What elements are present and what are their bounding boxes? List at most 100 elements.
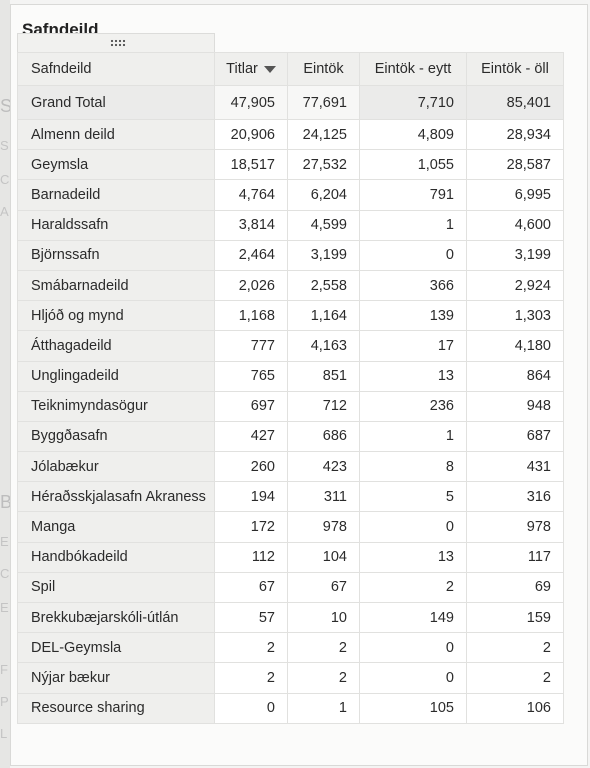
cell-titlar: 112: [214, 541, 288, 573]
cell-eintok-eytt: 17: [359, 330, 467, 362]
cell-eintok-eytt: 0: [359, 662, 467, 694]
grand-total-row[interactable]: Grand Total 47,905 77,691 7,710 85,401: [17, 85, 564, 120]
row-label: Átthagadeild: [17, 330, 215, 362]
row-label: Barnadeild: [17, 179, 215, 211]
header-row: Safndeild Titlar Eintök Eintök - eytt Ei…: [17, 52, 564, 86]
table-row[interactable]: Brekkubæjarskóli-útlán 57 10 149 159: [17, 601, 564, 634]
cell-eintok: 978: [287, 511, 360, 543]
row-label: DEL-Geymsla: [17, 632, 215, 664]
background-letter: L: [0, 726, 8, 741]
table-row[interactable]: Almenn deild 20,906 24,125 4,809 28,934: [17, 118, 564, 151]
background-letter: C: [0, 566, 10, 581]
cell-eintok-eytt: 8: [359, 451, 467, 483]
pivot-table-panel: Safndeild Safndeild Titlar Eintök: [10, 4, 588, 766]
cell-titlar: 427: [214, 420, 288, 453]
cell-eintok-oll: 28,587: [466, 149, 564, 181]
table-row[interactable]: Hljóð og mynd 1,168 1,164 139 1,303: [17, 300, 564, 332]
table-row[interactable]: Unglingadeild 765 851 13 864: [17, 360, 564, 392]
cell-eintok-oll: 4,180: [466, 330, 564, 362]
cell-eintok-eytt: 0: [359, 632, 467, 664]
panel-title: Safndeild: [22, 20, 99, 35]
table-row[interactable]: Héraðsskjalasafn Akraness 194 311 5 316: [17, 481, 564, 513]
cell-eintok-oll: 106: [466, 692, 564, 724]
table-row[interactable]: Byggðasafn 427 686 1 687: [17, 420, 564, 453]
column-header-eintok-oll[interactable]: Eintök - öll: [466, 52, 564, 86]
cell-eintok-oll: 948: [466, 390, 564, 422]
table-row[interactable]: Spil 67 67 2 69: [17, 571, 564, 604]
background-letter: F: [0, 662, 8, 677]
background-letter: B: [0, 492, 13, 512]
cell-eintok: 311: [287, 481, 360, 513]
background-sidebar-strip: [0, 0, 10, 768]
column-header-eintok-eytt[interactable]: Eintök - eytt: [359, 52, 467, 86]
column-header-eintok[interactable]: Eintök: [287, 52, 360, 86]
table-row[interactable]: Jólabækur 260 423 8 431: [17, 451, 564, 483]
cell-eintok-eytt: 4,809: [359, 118, 467, 151]
cell-eintok-oll: 316: [466, 481, 564, 513]
cell-titlar: 4,764: [214, 179, 288, 211]
cell-eintok-eytt: 791: [359, 179, 467, 211]
table-row[interactable]: DEL-Geymsla 2 2 0 2: [17, 632, 564, 664]
cell-eintok-oll: 431: [466, 451, 564, 483]
cell-eintok: 2,558: [287, 269, 360, 302]
cell-eintok-eytt: 7,710: [359, 85, 467, 120]
row-label: Almenn deild: [17, 118, 215, 151]
cell-eintok-eytt: 149: [359, 601, 467, 634]
background-letter: S: [0, 96, 13, 116]
cell-eintok-eytt: 1: [359, 209, 467, 241]
cell-eintok-eytt: 1,055: [359, 149, 467, 181]
cell-eintok: 1,164: [287, 300, 360, 332]
cell-titlar: 697: [214, 390, 288, 422]
column-header-safndeild[interactable]: Safndeild: [17, 52, 215, 86]
row-label: Spil: [17, 571, 215, 604]
column-header-label: Titlar: [226, 61, 258, 77]
table-row[interactable]: Barnadeild 4,764 6,204 791 6,995: [17, 179, 564, 211]
row-label: Grand Total: [17, 85, 215, 120]
cell-eintok-oll: 2,924: [466, 269, 564, 302]
cell-eintok-eytt: 13: [359, 541, 467, 573]
cell-titlar: 0: [214, 692, 288, 724]
table-row[interactable]: Átthagadeild 777 4,163 17 4,180: [17, 330, 564, 362]
table-row[interactable]: Geymsla 18,517 27,532 1,055 28,587: [17, 149, 564, 181]
cell-titlar: 260: [214, 451, 288, 483]
cell-eintok-oll: 28,934: [466, 118, 564, 151]
cell-titlar: 777: [214, 330, 288, 362]
table-row[interactable]: Teiknimyndasögur 697 712 236 948: [17, 390, 564, 422]
table-row[interactable]: Björnssafn 2,464 3,199 0 3,199: [17, 239, 564, 271]
table-row[interactable]: Nýjar bækur 2 2 0 2: [17, 662, 564, 694]
row-label: Geymsla: [17, 149, 215, 181]
column-header-label: Eintök - eytt: [374, 61, 452, 77]
cell-eintok-oll: 3,199: [466, 239, 564, 271]
cell-titlar: 20,906: [214, 118, 288, 151]
cell-eintok-eytt: 139: [359, 300, 467, 332]
column-header-label: Safndeild: [31, 61, 92, 77]
cell-eintok-oll: 117: [466, 541, 564, 573]
cell-titlar: 765: [214, 360, 288, 392]
cell-eintok: 4,599: [287, 209, 360, 241]
table-row[interactable]: Manga 172 978 0 978: [17, 511, 564, 543]
pivot-table: Safndeild Titlar Eintök Eintök - eytt Ei…: [17, 52, 564, 724]
drag-grip-icon[interactable]: [110, 39, 126, 47]
cell-eintok-oll: 687: [466, 420, 564, 453]
cell-titlar: 2: [214, 662, 288, 694]
cell-eintok: 67: [287, 571, 360, 604]
cell-eintok-oll: 4,600: [466, 209, 564, 241]
sort-descending-icon[interactable]: [263, 65, 276, 73]
cell-eintok-oll: 6,995: [466, 179, 564, 211]
cell-eintok: 27,532: [287, 149, 360, 181]
cell-titlar: 172: [214, 511, 288, 543]
table-row[interactable]: Handbókadeild 112 104 13 117: [17, 541, 564, 573]
table-row[interactable]: Smábarnadeild 2,026 2,558 366 2,924: [17, 269, 564, 302]
cell-eintok-oll: 1,303: [466, 300, 564, 332]
cell-eintok: 2: [287, 662, 360, 694]
table-row[interactable]: Haraldssafn 3,814 4,599 1 4,600: [17, 209, 564, 241]
column-header-titlar[interactable]: Titlar: [214, 52, 288, 86]
table-row[interactable]: Resource sharing 0 1 105 106: [17, 692, 564, 724]
row-label: Brekkubæjarskóli-útlán: [17, 601, 215, 634]
cell-eintok-eytt: 0: [359, 511, 467, 543]
cell-eintok: 686: [287, 420, 360, 453]
drag-handle-bar[interactable]: [17, 33, 215, 53]
row-label: Nýjar bækur: [17, 662, 215, 694]
cell-eintok-oll: 864: [466, 360, 564, 392]
